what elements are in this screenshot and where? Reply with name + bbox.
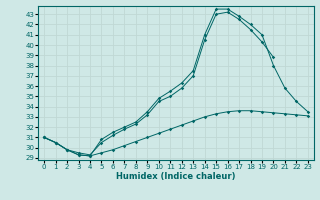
X-axis label: Humidex (Indice chaleur): Humidex (Indice chaleur) <box>116 172 236 181</box>
